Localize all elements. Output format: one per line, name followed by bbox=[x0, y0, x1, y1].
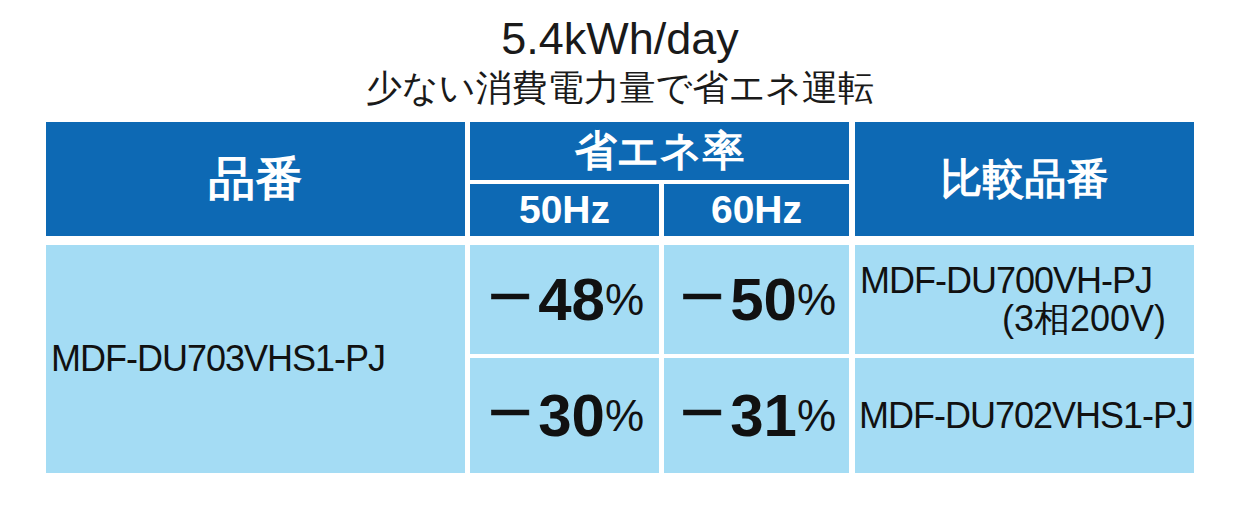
page-title: 5.4kWh/day bbox=[0, 16, 1240, 61]
comparison-note: (3相200V) bbox=[855, 300, 1194, 338]
energy-saving-rate-header: 省エネ率 bbox=[470, 122, 849, 180]
minus-sign: − bbox=[485, 259, 535, 329]
percent-sign: % bbox=[797, 391, 836, 440]
saving-50hz-row1-cell: −48% bbox=[470, 245, 659, 354]
hz60-header: 60Hz bbox=[664, 184, 849, 236]
comparison-model: MDF-DU700VH-PJ bbox=[855, 262, 1194, 300]
comparison-product-header: 比較品番 bbox=[855, 122, 1194, 236]
percent-sign: % bbox=[605, 275, 644, 324]
saving-value: 31 bbox=[730, 382, 797, 449]
comparison-model-row2-cell: MDF-DU702VHS1-PJ bbox=[855, 358, 1194, 473]
saving-value: 48 bbox=[538, 266, 605, 333]
product-number-header: 品番 bbox=[46, 122, 465, 236]
hz50-header: 50Hz bbox=[470, 184, 659, 236]
saving-50hz-row2-cell: −30% bbox=[470, 358, 659, 473]
energy-saving-table: 品番 省エネ率 比較品番 50Hz 60Hz MDF-DU703VHS1-PJ … bbox=[46, 122, 1194, 473]
saving-value: 30 bbox=[538, 382, 605, 449]
percent-sign: % bbox=[605, 391, 644, 440]
page-subtitle: 少ない消費電力量で省エネ運転 bbox=[0, 68, 1240, 108]
percent-sign: % bbox=[797, 275, 836, 324]
minus-sign: − bbox=[485, 375, 535, 445]
saving-value: 50 bbox=[730, 266, 797, 333]
saving-60hz-row1-cell: −50% bbox=[664, 245, 849, 354]
minus-sign: − bbox=[677, 375, 727, 445]
comparison-model-row1-cell: MDF-DU700VH-PJ (3相200V) bbox=[855, 245, 1194, 354]
minus-sign: − bbox=[677, 259, 727, 329]
saving-60hz-row2-cell: −31% bbox=[664, 358, 849, 473]
product-model-cell: MDF-DU703VHS1-PJ bbox=[46, 245, 465, 473]
